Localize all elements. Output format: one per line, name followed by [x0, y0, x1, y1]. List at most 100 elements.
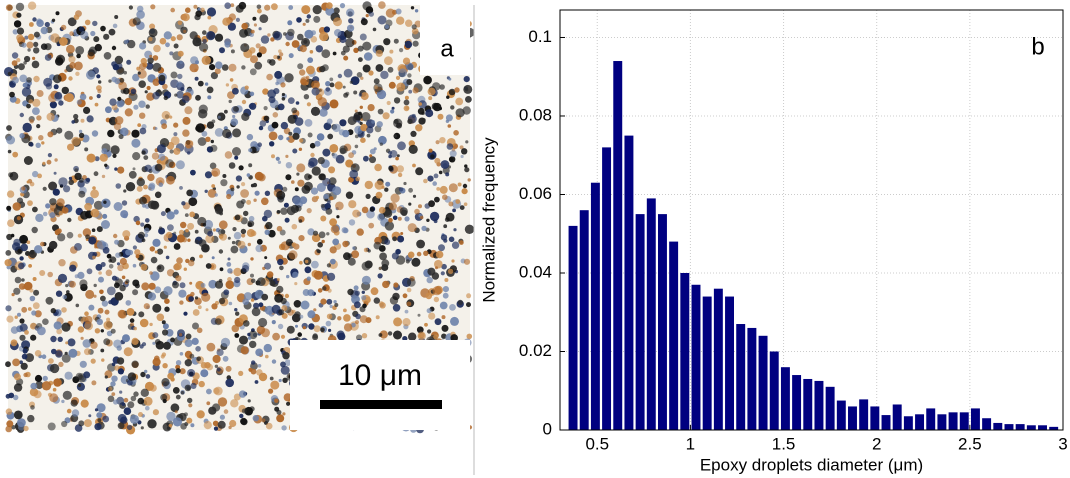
droplet: [435, 266, 438, 270]
droplet: [141, 342, 147, 347]
droplet: [297, 63, 304, 70]
droplet: [147, 57, 154, 64]
droplet: [147, 292, 157, 301]
droplet: [369, 207, 375, 212]
droplet: [79, 279, 88, 288]
droplet: [240, 43, 250, 53]
droplet: [233, 231, 242, 240]
droplet: [402, 57, 411, 65]
droplet: [390, 193, 400, 203]
droplet: [236, 185, 240, 189]
droplet: [280, 334, 286, 339]
droplet: [258, 125, 264, 131]
droplet: [334, 29, 342, 37]
droplet: [40, 26, 48, 35]
droplet: [377, 213, 385, 221]
droplet: [36, 115, 42, 121]
droplet: [230, 187, 235, 192]
droplet: [213, 386, 223, 396]
droplet: [348, 18, 354, 24]
droplet: [66, 408, 72, 414]
droplet: [115, 276, 119, 281]
droplet: [21, 186, 26, 191]
droplet: [384, 187, 389, 192]
droplet: [220, 179, 228, 187]
droplet: [21, 87, 32, 97]
bar: [870, 406, 880, 430]
droplet: [179, 368, 186, 375]
droplet: [298, 219, 303, 223]
droplet: [9, 91, 15, 98]
droplet: [126, 424, 133, 431]
droplet: [204, 82, 209, 86]
droplet: [180, 390, 185, 395]
droplet: [147, 200, 157, 209]
droplet: [44, 43, 52, 51]
droplet: [123, 397, 129, 403]
droplet: [454, 87, 460, 93]
x-tick-label: 2: [872, 434, 881, 453]
droplet: [187, 369, 196, 377]
droplet: [205, 234, 215, 244]
droplet: [285, 174, 292, 181]
droplet: [98, 276, 104, 283]
droplet: [268, 388, 274, 394]
droplet: [185, 7, 191, 13]
droplet: [280, 121, 289, 130]
droplet: [174, 410, 178, 414]
droplet: [100, 25, 106, 32]
droplet: [286, 137, 290, 141]
droplet: [173, 43, 179, 49]
droplet: [327, 200, 331, 204]
droplet: [382, 280, 390, 289]
droplet: [347, 253, 353, 259]
droplet: [256, 277, 266, 286]
droplet: [333, 300, 337, 304]
droplet: [188, 403, 193, 408]
droplet: [449, 304, 456, 311]
droplet: [294, 311, 301, 318]
droplet: [423, 250, 429, 256]
droplet: [241, 182, 246, 187]
droplet: [393, 282, 399, 288]
droplet: [104, 375, 108, 379]
droplet: [49, 101, 58, 109]
droplet: [96, 318, 104, 326]
droplet: [197, 80, 204, 87]
droplet: [465, 88, 469, 92]
droplet: [96, 226, 103, 233]
droplet: [277, 160, 282, 164]
droplet: [197, 305, 202, 310]
droplet: [183, 412, 188, 417]
droplet: [108, 259, 112, 263]
droplet: [165, 42, 170, 48]
droplet: [238, 390, 247, 398]
droplet: [90, 358, 96, 364]
droplet: [123, 189, 127, 193]
droplet: [406, 287, 412, 293]
droplet: [152, 55, 159, 61]
droplet: [49, 212, 56, 219]
droplet: [132, 152, 141, 161]
droplet: [291, 40, 300, 48]
droplet: [250, 298, 255, 302]
droplet: [93, 171, 99, 177]
droplet: [326, 118, 333, 125]
droplet: [220, 229, 226, 235]
droplet: [147, 184, 155, 191]
droplet: [440, 234, 448, 241]
droplet: [249, 91, 255, 97]
droplet: [433, 296, 440, 303]
droplet: [263, 343, 272, 353]
droplet: [402, 336, 408, 342]
droplet: [439, 137, 446, 144]
droplet: [304, 29, 314, 39]
droplet: [269, 141, 275, 147]
droplet: [116, 99, 125, 108]
droplet: [101, 300, 109, 307]
droplet: [54, 91, 63, 100]
droplet: [103, 33, 110, 40]
droplet: [201, 292, 211, 302]
droplet: [66, 290, 70, 294]
droplet: [101, 220, 110, 229]
